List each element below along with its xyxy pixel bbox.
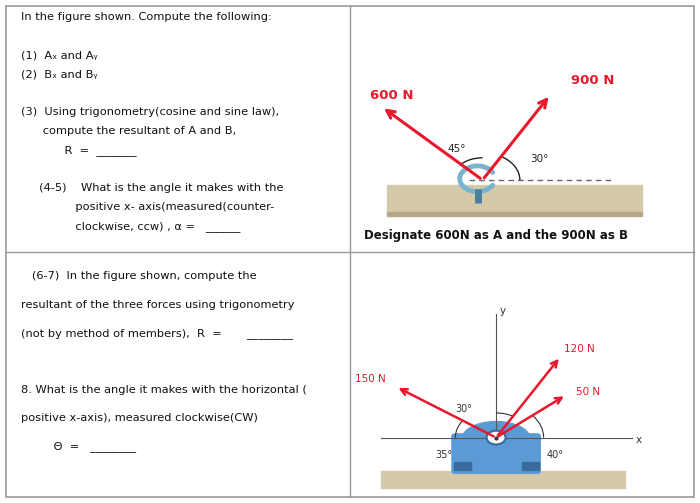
Text: 30°: 30°: [530, 154, 548, 164]
Text: (1)  Aₓ and Aᵧ: (1) Aₓ and Aᵧ: [21, 50, 97, 60]
Text: 40°: 40°: [547, 450, 564, 460]
Text: 50 N: 50 N: [577, 387, 601, 397]
Bar: [381, 471, 625, 488]
Text: positive x- axis(measured(counter-: positive x- axis(measured(counter-: [21, 202, 274, 212]
Polygon shape: [462, 422, 530, 439]
Text: 30°: 30°: [455, 404, 472, 414]
Text: (6-7)  In the figure shown, compute the: (6-7) In the figure shown, compute the: [21, 271, 256, 281]
Text: (not by method of members),  R  =       ________: (not by method of members), R = ________: [21, 328, 293, 339]
Text: Θ  =   ________: Θ = ________: [21, 441, 136, 452]
Text: resultant of the three forces using trigonometry: resultant of the three forces using trig…: [21, 300, 294, 309]
Circle shape: [486, 431, 505, 445]
Text: R  =  _______: R = _______: [21, 145, 136, 156]
FancyBboxPatch shape: [452, 434, 540, 473]
Text: compute the resultant of A and B,: compute the resultant of A and B,: [21, 126, 236, 136]
Text: 35°: 35°: [435, 450, 452, 460]
Bar: [388, 185, 642, 212]
Text: y: y: [500, 306, 505, 316]
Bar: [454, 462, 470, 470]
Text: positive x-axis), measured clockwise(CW): positive x-axis), measured clockwise(CW): [21, 413, 258, 423]
Text: (2)  Bₓ and Bᵧ: (2) Bₓ and Bᵧ: [21, 69, 97, 79]
Text: Designate 600N as A and the 900N as B: Designate 600N as A and the 900N as B: [364, 228, 628, 241]
Text: (4-5)    What is the angle it makes with the: (4-5) What is the angle it makes with th…: [21, 183, 284, 193]
Text: In the figure shown. Compute the following:: In the figure shown. Compute the followi…: [21, 13, 272, 22]
Text: clockwise, ccw) , α =   ______: clockwise, ccw) , α = ______: [21, 221, 240, 232]
Text: 120 N: 120 N: [564, 344, 595, 354]
Bar: [388, 212, 642, 216]
Text: 900 N: 900 N: [570, 74, 614, 87]
Text: 600 N: 600 N: [370, 89, 414, 102]
Text: 45°: 45°: [448, 144, 466, 154]
Text: x: x: [636, 435, 641, 445]
Bar: [522, 462, 538, 470]
Text: 8. What is the angle it makes with the horizontal (: 8. What is the angle it makes with the h…: [21, 385, 307, 394]
Text: (3)  Using trigonometry(cosine and sine law),: (3) Using trigonometry(cosine and sine l…: [21, 107, 279, 117]
Text: 150 N: 150 N: [355, 374, 386, 384]
